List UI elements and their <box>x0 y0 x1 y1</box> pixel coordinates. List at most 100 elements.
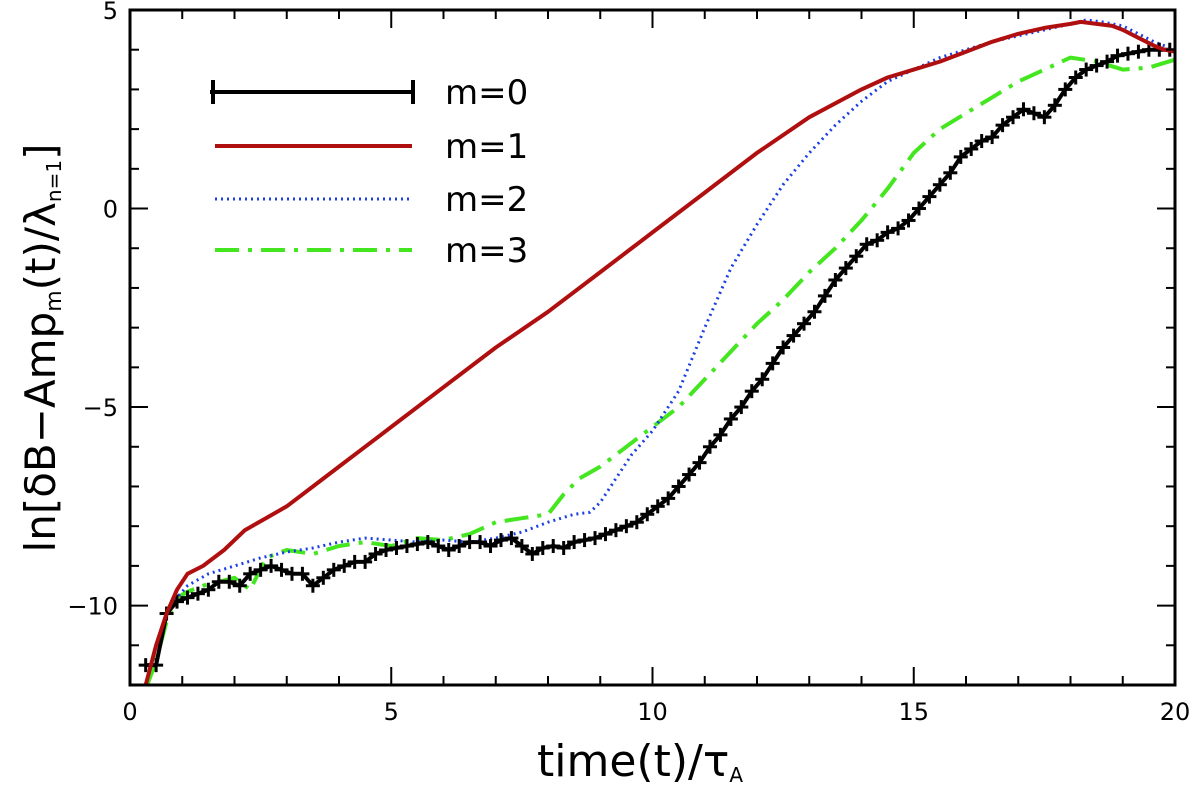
data-point-m0 <box>483 539 498 554</box>
data-point-m0 <box>1047 98 1062 113</box>
data-point-m0 <box>661 491 676 506</box>
data-point-m0 <box>985 130 1000 145</box>
data-point-m0 <box>379 543 394 557</box>
data-point-m0 <box>838 261 853 276</box>
data-point-m0 <box>870 233 885 248</box>
data-point-m0 <box>567 535 582 550</box>
data-point-m0 <box>305 578 320 593</box>
data-point-m0 <box>692 455 707 470</box>
legend-entry-m0: m=0 <box>210 73 528 113</box>
data-point-m0 <box>1131 44 1146 59</box>
data-point-m0 <box>713 427 728 442</box>
data-point-m0 <box>911 201 926 216</box>
data-point-m0 <box>431 539 446 554</box>
x-axis-label: time(t)/τA <box>537 736 743 787</box>
data-point-m0 <box>755 372 770 387</box>
data-point-m0 <box>420 535 435 550</box>
tick-layer: 0 5 10 15 20 −10 −5 0 5 <box>67 0 1190 726</box>
data-point-m0 <box>201 582 216 597</box>
data-point-m0 <box>891 221 906 236</box>
data-point-m0 <box>243 566 258 581</box>
y-tick-label: −10 <box>67 593 118 621</box>
data-point-m0 <box>640 507 655 522</box>
data-point-m0 <box>232 578 247 593</box>
data-point-m0 <box>1006 110 1021 125</box>
y-tick-label: −5 <box>83 394 118 422</box>
data-point-m0 <box>671 479 686 494</box>
data-point-m0 <box>849 249 864 264</box>
data-point-m0 <box>608 523 623 538</box>
data-point-m0 <box>525 546 540 561</box>
series-layer <box>138 18 1175 685</box>
data-point-m0 <box>504 531 519 546</box>
y-tick-label: 0 <box>103 196 118 224</box>
data-point-m0 <box>932 177 947 192</box>
data-point-m0 <box>410 537 425 552</box>
data-point-m0 <box>535 541 550 556</box>
data-point-m0 <box>828 273 843 287</box>
legend-entry-m1: m=1 <box>215 127 528 167</box>
data-point-m0 <box>337 558 352 573</box>
data-point-m0 <box>723 411 738 426</box>
legend-label-m2: m=2 <box>445 180 528 220</box>
data-point-m0 <box>619 519 634 534</box>
data-point-m0 <box>974 134 989 149</box>
data-point-m0 <box>295 566 310 581</box>
legend-label-m3: m=3 <box>445 231 528 271</box>
data-point-m0 <box>1016 102 1031 117</box>
x-tick-label: 20 <box>1160 698 1191 726</box>
x-tick-label: 15 <box>898 698 929 726</box>
data-point-m0 <box>786 328 801 343</box>
data-point-m0 <box>953 149 968 164</box>
data-point-m0 <box>514 539 529 554</box>
legend-entry-m3: m=3 <box>215 231 528 271</box>
legend: m=0 m=1 m=2 m=3 <box>210 73 528 271</box>
data-point-m0 <box>316 570 331 585</box>
y-axis-label: ln[δB−Ampm(t)/λn=1] <box>16 144 67 553</box>
data-point-m0 <box>190 586 205 601</box>
legend-label-m1: m=1 <box>445 127 528 167</box>
data-point-m0 <box>817 288 832 303</box>
data-point-m0 <box>922 189 937 204</box>
data-point-m0 <box>588 531 603 546</box>
data-point-m0 <box>441 543 456 557</box>
data-point-m0 <box>702 439 717 454</box>
series-line-m3 <box>145 55 1175 685</box>
data-point-m0 <box>1058 82 1073 97</box>
data-point-m0 <box>546 539 561 554</box>
data-point-m0 <box>358 554 373 569</box>
data-point-m0 <box>901 213 916 228</box>
data-point-m0 <box>629 515 644 530</box>
data-point-m0 <box>1026 106 1041 121</box>
data-point-m0 <box>556 541 571 556</box>
data-point-m0 <box>859 237 874 252</box>
data-point-m0 <box>1037 110 1052 125</box>
series-line-m1 <box>143 19 1175 685</box>
data-point-m0 <box>399 539 414 554</box>
data-point-m0 <box>222 574 237 589</box>
x-tick-label: 0 <box>122 698 137 726</box>
y-tick-label: 5 <box>103 0 118 25</box>
data-point-m0 <box>807 304 822 319</box>
legend-entry-m2: m=2 <box>215 180 528 220</box>
x-tick-label: 10 <box>637 698 668 726</box>
data-point-m0 <box>880 225 895 240</box>
series-line-m2 <box>144 18 1175 685</box>
data-point-m0 <box>765 356 780 371</box>
data-point-m0 <box>1120 46 1135 61</box>
data-point-m0 <box>493 533 508 548</box>
data-point-m0 <box>1089 58 1104 73</box>
data-point-m0 <box>452 539 467 554</box>
data-point-m0 <box>776 340 791 355</box>
x-tick-label: 5 <box>384 698 399 726</box>
data-point-m0 <box>473 535 488 550</box>
data-point-m0 <box>744 384 759 399</box>
data-point-m0 <box>598 527 613 542</box>
data-point-m0 <box>1110 48 1125 63</box>
data-point-m0 <box>943 165 958 180</box>
data-point-m0 <box>734 400 749 415</box>
data-point-m0 <box>995 118 1010 133</box>
data-point-m0 <box>650 499 665 514</box>
data-point-m0 <box>274 562 289 577</box>
